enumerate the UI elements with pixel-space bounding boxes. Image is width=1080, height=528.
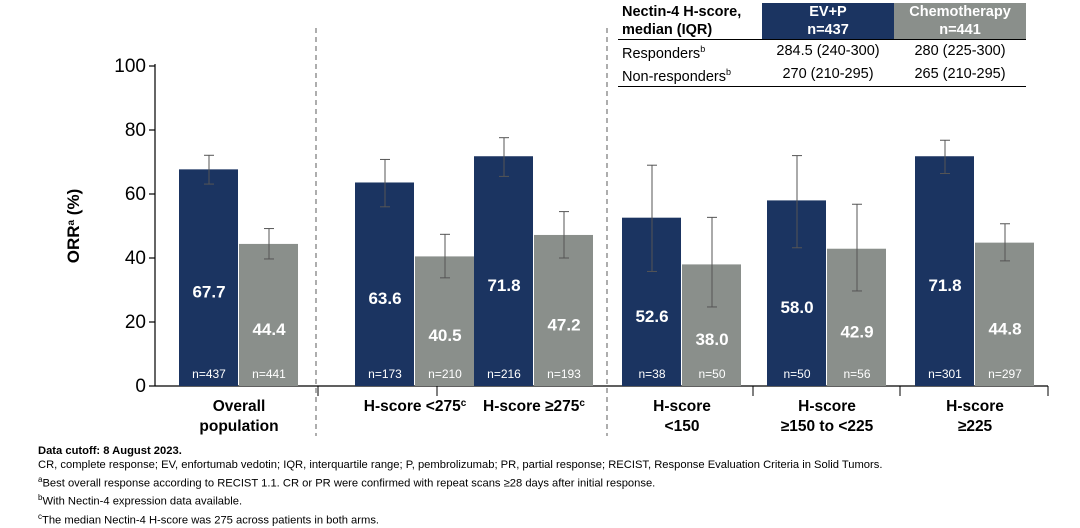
row-ev-value: 284.5 (240-300) (762, 38, 894, 63)
data-label: 44.8 (988, 319, 1021, 338)
data-label: 42.9 (840, 322, 873, 341)
bar-ev (474, 156, 533, 386)
n-label: n=173 (368, 367, 402, 381)
data-label: 58.0 (780, 298, 813, 317)
y-tick-label: 60 (125, 184, 146, 205)
category-label: ≥225 (958, 418, 993, 435)
y-tick-label: 0 (135, 376, 146, 397)
n-label: n=50 (698, 367, 725, 381)
category-label: H-score <275c (364, 398, 467, 416)
data-label: 44.4 (252, 320, 286, 339)
n-label: n=441 (252, 367, 286, 381)
orr-bar-chart: 0 20 40 60 80 100 ORRa (%) 67.7 n=437 63.6 n=173 71… (64, 28, 1049, 436)
category-label: H-score (653, 398, 711, 415)
n-label: n=38 (638, 367, 665, 381)
data-label: 67.7 (192, 283, 225, 302)
n-label: n=301 (928, 367, 962, 381)
n-label: n=193 (547, 367, 581, 381)
n-label: n=297 (988, 367, 1022, 381)
n-label: n=50 (783, 367, 810, 381)
n-label: n=56 (843, 367, 870, 381)
category-label: <150 (665, 418, 700, 435)
data-label: 40.5 (428, 326, 461, 345)
data-label: 38.0 (695, 330, 728, 349)
bar-ev (915, 156, 974, 386)
category-label: population (199, 418, 278, 435)
row-ev-value: 270 (210-295) (762, 62, 894, 87)
y-tick-label: 80 (125, 120, 146, 141)
table-header-chemo-n: n=441 (894, 21, 1026, 40)
footnote-a: aBest overall response according to RECI… (38, 474, 656, 490)
data-cutoff: Data cutoff: 8 August 2023. (38, 445, 182, 457)
table-row: Respondersb 284.5 (240-300) 280 (225-300… (618, 38, 1026, 63)
n-label: n=210 (428, 367, 462, 381)
y-axis-label: ORRa (%) (64, 189, 83, 264)
category-label: H-score (946, 398, 1004, 415)
data-label: 63.6 (368, 289, 401, 308)
bar-ev (179, 169, 238, 386)
table-header-chemo-name: Chemotherapy (894, 3, 1026, 21)
n-label: n=216 (487, 367, 521, 381)
bar-chemo (239, 243, 298, 386)
table-row: Non-respondersb 270 (210-295) 265 (210-2… (618, 62, 1026, 87)
table-header-ev-name: EV+P (762, 3, 894, 21)
footnote-c: cThe median Nectin-4 H-score was 275 acr… (38, 511, 380, 527)
data-label: 52.6 (635, 307, 668, 326)
n-label: n=437 (192, 367, 226, 381)
row-chemo-value: 265 (210-295) (894, 62, 1026, 87)
table-header-ev-n: n=437 (762, 21, 894, 40)
category-label: ≥150 to <225 (781, 418, 874, 435)
footnotes: Data cutoff: 8 August 2023. CR, complete… (38, 445, 1068, 528)
category-label: H-score ≥275c (483, 398, 585, 416)
bar-chemo (534, 234, 593, 386)
y-tick-label: 100 (114, 56, 146, 77)
data-label: 47.2 (547, 315, 580, 334)
row-label: Non-respondersb (618, 62, 762, 87)
category-label: Overall (213, 398, 266, 415)
row-label: Respondersb (618, 38, 762, 63)
abbreviations: CR, complete response; EV, enfortumab ve… (38, 458, 883, 471)
footnote-b: bWith Nectin-4 expression data available… (38, 493, 243, 508)
data-label: 71.8 (928, 276, 961, 295)
h-score-table: Nectin-4 H-score, median (IQR) EV+P Chemo… (618, 3, 1026, 87)
table-header-label: Nectin-4 H-score, median (IQR) (622, 4, 742, 38)
bar-ev (355, 182, 414, 386)
data-label: 71.8 (487, 276, 520, 295)
category-label: H-score (798, 398, 856, 415)
row-chemo-value: 280 (225-300) (894, 38, 1026, 63)
y-tick-label: 20 (125, 312, 146, 333)
y-tick-label: 40 (125, 248, 146, 269)
bar-chemo (975, 242, 1034, 386)
